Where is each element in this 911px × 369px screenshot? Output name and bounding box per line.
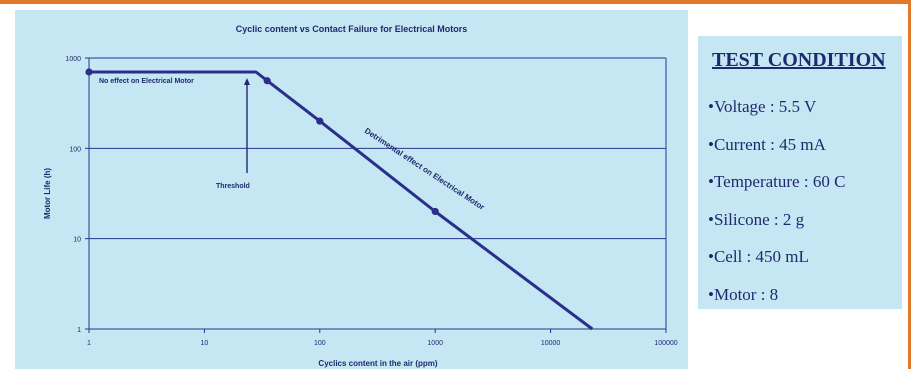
data-point bbox=[263, 77, 271, 85]
data-point bbox=[431, 207, 439, 216]
y-tick-label: 10 bbox=[73, 237, 81, 244]
data-point bbox=[85, 68, 93, 76]
x-tick-label: 10 bbox=[201, 340, 209, 347]
x-axis-label: Cyclics content in the air (ppm) bbox=[318, 359, 437, 368]
test-condition-item: •Voltage : 5.5 V bbox=[708, 97, 817, 116]
x-tick-label: 1000 bbox=[427, 340, 443, 347]
test-condition-item: •Silicone : 2 g bbox=[708, 209, 805, 229]
y-tick-label: 100 bbox=[69, 146, 81, 153]
threshold-arrowhead bbox=[244, 78, 250, 85]
y-tick-label: 1000 bbox=[65, 56, 81, 63]
chart-svg: 1 10 100 1000 1 10 100 1000 10000 100000 Cyclics c… bbox=[43, 56, 678, 368]
x-tick-label: 100 bbox=[314, 340, 326, 347]
test-condition-panel: TEST CONDITION •Voltage : 5.5 V •Current… bbox=[698, 36, 902, 309]
x-tick-label: 10000 bbox=[541, 340, 561, 347]
test-condition-item: •Temperature : 60 C bbox=[708, 172, 846, 191]
test-condition-item: •Cell : 450 mL bbox=[708, 247, 809, 266]
test-condition-heading: TEST CONDITION bbox=[712, 49, 886, 71]
data-point bbox=[316, 117, 324, 125]
y-tick-label: 1 bbox=[77, 327, 81, 334]
test-condition-item: •Motor : 8 bbox=[708, 284, 779, 304]
x-tick-label: 1 bbox=[87, 340, 91, 347]
y-axis-label: Motor Life (h) bbox=[43, 168, 52, 219]
test-condition-item: •Current : 45 mA bbox=[708, 134, 826, 154]
series-line bbox=[89, 70, 594, 331]
annotation-no-effect: No effect on Electrical Motor bbox=[99, 78, 194, 85]
test-condition-list: •Voltage : 5.5 V •Current : 45 mA •Tempe… bbox=[708, 88, 845, 313]
x-tick-label: 100000 bbox=[654, 340, 677, 347]
chart-panel: Cyclic content vs Contact Failure for El… bbox=[15, 10, 688, 369]
annotation-threshold: Threshold bbox=[216, 183, 250, 190]
chart-title: Cyclic content vs Contact Failure for El… bbox=[235, 24, 468, 34]
